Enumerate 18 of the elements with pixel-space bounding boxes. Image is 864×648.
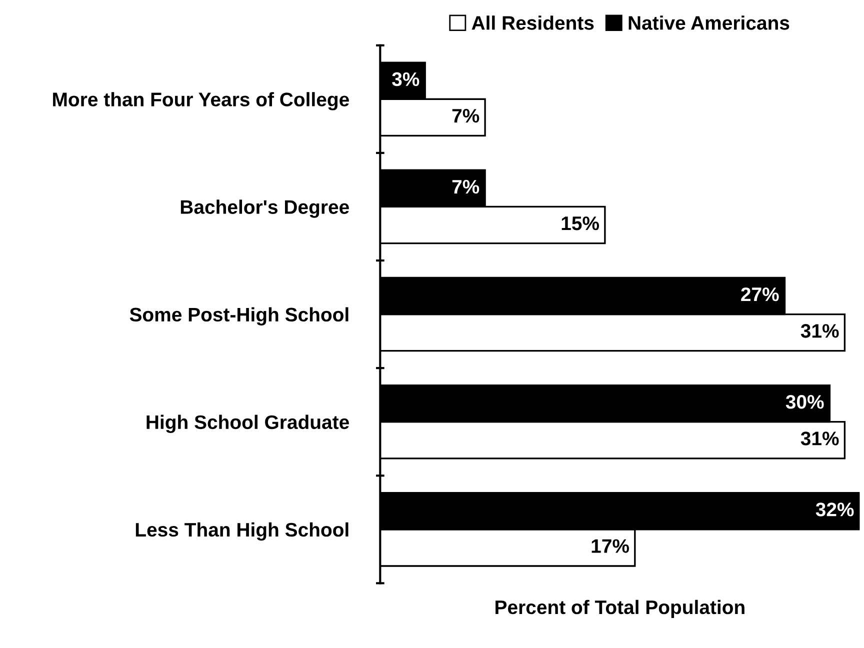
- y-tick-label: Less Than High School: [136, 522, 348, 541]
- data-label: 32%: [816, 502, 854, 516]
- y-tick-label: More than Four Years of College: [53, 92, 349, 110]
- data-label: 31%: [800, 432, 839, 446]
- data-label: 17%: [592, 539, 629, 553]
- data-label: 3%: [392, 72, 420, 86]
- data-label: 7%: [452, 108, 480, 123]
- legend-label: Native Americans: [628, 16, 790, 30]
- y-tick-label: Some Post-High School: [130, 307, 348, 326]
- data-label: 15%: [562, 216, 600, 230]
- data-label: 27%: [741, 287, 779, 302]
- data-label: 31%: [800, 324, 839, 338]
- data-label: 30%: [786, 395, 824, 409]
- y-tick-label: High School Graduate: [146, 414, 349, 434]
- data-label: 7%: [452, 180, 480, 194]
- y-tick-label: Bachelor's Degree: [180, 200, 349, 218]
- legend-label: All Residents: [472, 16, 594, 30]
- x-axis-title: Percent of Total Population: [496, 600, 744, 618]
